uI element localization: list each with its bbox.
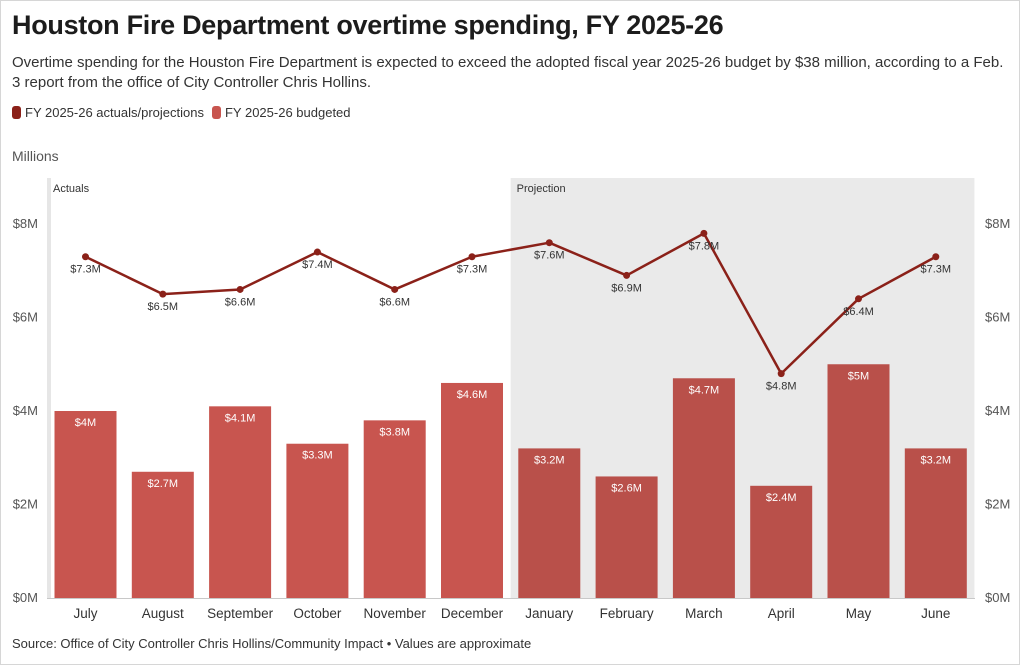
bar-label-july: $4M [75,417,96,429]
line-point-april [777,370,785,378]
x-tick-april: April [768,606,795,621]
y-tick-right-0: $0M [985,590,1010,605]
y-tick-right-6: $6M [985,310,1010,325]
y-tick-right-2: $2M [985,497,1010,512]
line-label-march: $7.8M [689,240,720,252]
y-axis-units-label: Millions [12,148,59,164]
line-label-may: $6.4M [843,306,874,318]
bar-label-december: $4.6M [457,389,488,401]
x-tick-march: March [685,606,723,621]
x-tick-december: December [441,606,504,621]
x-tick-july: July [73,606,97,621]
bar-february [595,476,658,598]
x-tick-june: June [921,606,950,621]
bar-june [904,448,967,598]
source-note: Source: Office of City Controller Chris … [12,636,532,651]
bar-december [441,382,503,598]
x-tick-january: January [525,606,573,621]
projection-region-background [510,178,975,598]
bar-november [363,420,426,598]
x-axis-baseline [47,598,975,599]
bar-label-october: $3.3M [302,450,333,462]
bar-label-january: $3.2M [534,454,565,466]
legend-item-actuals: FY 2025-26 actuals/projections [12,105,204,120]
bar-september [209,406,272,598]
bar-april [750,485,813,598]
chart-subtitle: Overtime spending for the Houston Fire D… [12,54,1004,91]
bar-label-march: $4.7M [689,384,720,396]
legend: FY 2025-26 actuals/projections FY 2025-2… [12,105,351,120]
line-label-july: $7.3M [70,264,101,276]
line-point-march [700,229,708,237]
legend-label-budgeted: FY 2025-26 budgeted [224,105,351,120]
bar-label-september: $4.1M [225,412,256,424]
legend-swatch-actuals [12,106,21,119]
legend-label-actuals: FY 2025-26 actuals/projections [25,105,204,120]
legend-swatch-budgeted [211,106,221,119]
line-point-august [159,290,167,298]
region-label-projection: Projection [517,183,566,195]
x-tick-september: September [207,606,274,621]
line-point-september [236,285,244,293]
bar-may [827,364,890,598]
line-label-november: $6.6M [379,296,410,308]
line-label-september: $6.6M [225,296,256,308]
y-tick-right-8: $8M [985,216,1010,231]
line-point-december [468,253,476,261]
region-label-actuals: Actuals [53,183,90,195]
y-tick-right-4: $4M [985,403,1010,418]
line-point-february [623,271,631,279]
x-tick-february: February [600,606,654,621]
x-tick-november: November [364,606,427,621]
bar-label-june: $3.2M [921,454,952,466]
bar-january [518,448,581,598]
legend-item-budgeted: FY 2025-26 budgeted [211,105,351,120]
x-tick-august: August [142,606,184,621]
line-point-october [313,248,321,256]
x-tick-october: October [293,606,342,621]
line-point-july [82,253,89,261]
line-point-january [545,239,553,247]
bar-march [672,378,735,598]
y-tick-left-6: $6M [13,310,38,325]
line-label-april: $4.8M [766,381,797,393]
bar-july [54,411,117,598]
line-point-may [855,295,862,303]
bar-label-may: $5M [848,370,869,382]
line-label-december: $7.3M [457,264,488,276]
line-label-february: $6.9M [611,282,642,294]
y-tick-left-2: $2M [13,497,38,512]
bar-label-february: $2.6M [611,482,642,494]
line-label-august: $6.5M [148,301,179,313]
line-point-november [391,285,399,293]
line-label-january: $7.6M [534,250,565,262]
line-label-june: $7.3M [921,264,952,276]
x-tick-may: May [846,606,872,621]
bar-label-november: $3.8M [379,426,410,438]
line-label-october: $7.4M [302,259,333,271]
y-tick-left-8: $8M [13,216,38,231]
bar-october [286,443,349,598]
y-tick-left-4: $4M [13,403,38,418]
line-point-june [932,253,940,261]
bar-label-august: $2.7M [148,478,179,490]
y-tick-left-0: $0M [13,590,38,605]
bar-august [131,471,194,598]
bar-label-april: $2.4M [766,492,797,504]
actuals-line [84,232,937,375]
chart-title: Houston Fire Department overtime spendin… [12,10,724,40]
y-axis-line [47,178,51,598]
